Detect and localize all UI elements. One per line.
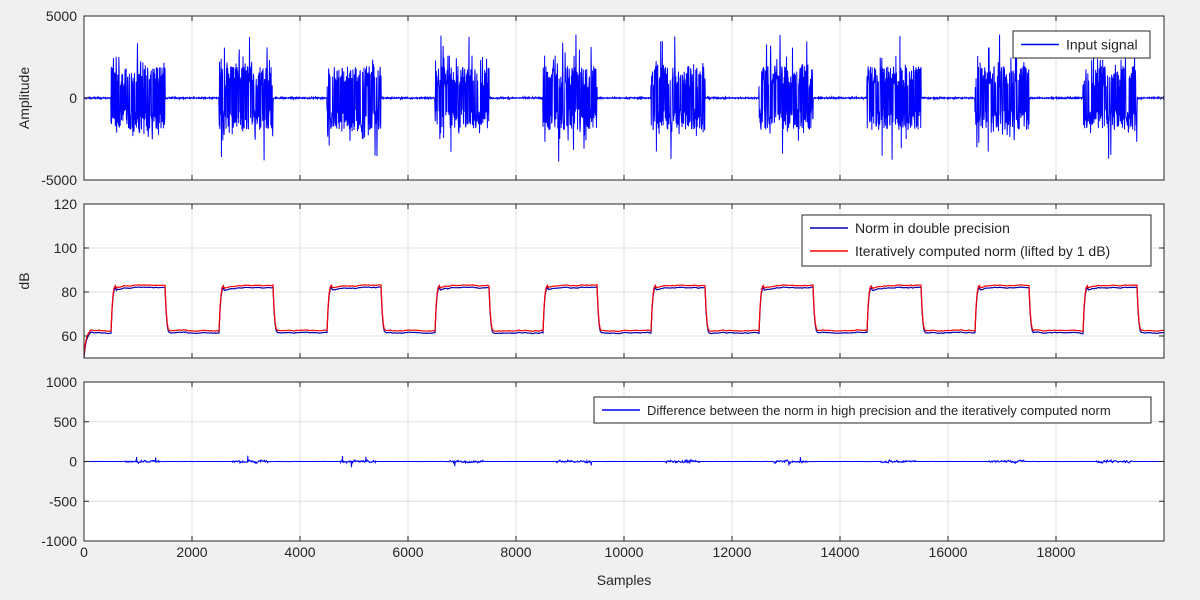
x-tick-label: 2000 [176, 544, 207, 560]
series-line-iterative-norm [84, 283, 1164, 356]
y-tick-label: -5000 [41, 172, 77, 188]
legend-box [593, 396, 1152, 424]
x-tick-label: 12000 [713, 544, 752, 560]
y-tick-label: 120 [54, 196, 78, 212]
x-tick-label: 14000 [821, 544, 860, 560]
data-layer [84, 34, 1164, 162]
y-tick-label: 0 [69, 454, 77, 470]
y-tick-label: 80 [61, 284, 77, 300]
y-axis-label: dB [16, 272, 32, 289]
series-line-double-precision-norm [84, 285, 1164, 358]
y-tick-label: 100 [54, 240, 78, 256]
y-tick-label: 500 [54, 414, 78, 430]
legend-box [801, 214, 1152, 267]
data-layer [84, 455, 1164, 468]
x-tick-label: 16000 [929, 544, 968, 560]
y-axis-label: Amplitude [16, 67, 32, 129]
legend-label: Difference between the norm in high prec… [647, 403, 1111, 418]
x-tick-label: 4000 [284, 544, 315, 560]
x-tick-label: 10000 [605, 544, 644, 560]
data-layer [84, 283, 1164, 358]
legend-label: Norm in double precision [855, 220, 1010, 236]
y-tick-label: 60 [61, 328, 77, 344]
x-axis-label: Samples [597, 572, 651, 588]
y-tick-label: 1000 [46, 374, 77, 390]
difference-axes: 0 2000 4000 6000 8000 10000 12000 14000 16000 180… [41, 374, 1165, 588]
legend: Norm in double precision Iteratively comp… [801, 214, 1152, 267]
y-tick-label: -500 [49, 493, 77, 509]
y-tick-label: -1000 [41, 533, 77, 549]
db-axes: 60 80 100 120 dB Norm in double precision Iter… [16, 196, 1165, 359]
amplitude-axes: -5000 0 5000 Amplitude Input signal [16, 8, 1165, 188]
y-tick-label: 0 [69, 90, 77, 106]
legend: Input signal [1012, 30, 1151, 59]
x-tick-label: 6000 [392, 544, 423, 560]
x-tick-label: 18000 [1037, 544, 1076, 560]
legend-label: Input signal [1066, 37, 1138, 53]
x-tick-label: 0 [80, 544, 88, 560]
legend-label: Iteratively computed norm (lifted by 1 d… [855, 243, 1110, 259]
x-tick-label: 8000 [500, 544, 531, 560]
series-line-difference [84, 455, 1164, 468]
legend: Difference between the norm in high prec… [593, 396, 1152, 424]
y-tick-label: 5000 [46, 8, 77, 24]
series-line-input-signal [84, 34, 1164, 162]
